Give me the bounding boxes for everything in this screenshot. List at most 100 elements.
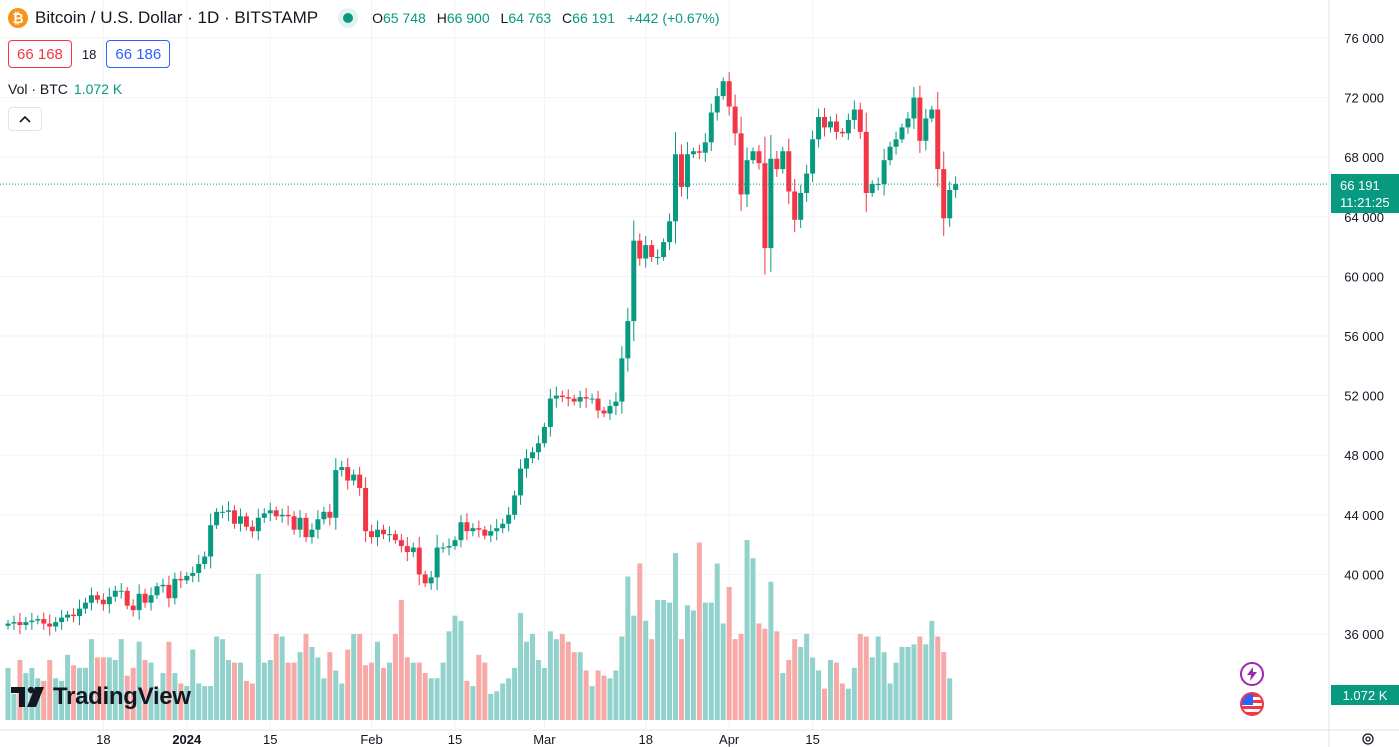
volume-bar [541,667,547,720]
candle-body [345,467,351,481]
candle [559,390,565,403]
candle [589,393,595,404]
volume-bar [255,573,261,720]
candle-body [643,245,649,259]
candle [184,572,190,585]
candle [41,612,47,630]
candle [196,554,202,582]
buy-price-button[interactable]: 66 186 [106,40,171,68]
candle-body [923,118,929,141]
volume-legend[interactable]: Vol · BTC 1.072 K [8,81,122,97]
candle-body [166,584,172,599]
candle-body [822,116,828,128]
candle-body [845,119,851,134]
candle [810,130,816,183]
volume-bar [899,646,905,720]
candle-body [637,240,643,259]
volume-bar [494,691,500,720]
candle-body [500,523,506,529]
collapse-legend-button[interactable] [8,107,42,131]
candle-body [118,590,124,592]
volume-bar [273,633,279,720]
volume-bar [643,620,649,720]
symbol-title[interactable]: Bitcoin / U.S. Dollar · 1D · BITSTAMP [35,8,319,27]
symbol-legend[interactable]: ₿ Bitcoin / U.S. Dollar · 1D · BITSTAMP … [8,8,720,28]
volume-bar [94,657,100,720]
market-open-status-icon[interactable] [338,8,359,28]
volume-bar [625,576,631,720]
candle-body [684,154,690,187]
candle [500,518,506,534]
volume-bar [655,600,661,720]
candle [667,213,673,251]
volume-bar [202,686,208,720]
tradingview-logo-text: TradingView [53,683,191,710]
volume-bar [428,678,434,720]
volume-bar [649,639,655,720]
candle [947,181,953,227]
lightning-icon[interactable] [1240,662,1264,686]
volume-bar [661,600,667,720]
volume-bar [124,675,130,720]
trade-buttons: 66 168 18 66 186 [8,40,171,68]
last-price-value: 66 191 [1340,177,1380,193]
volume-bar [893,662,899,720]
candle-body [780,151,786,170]
volume-bar [77,667,83,720]
candle [267,502,273,522]
volume-bar [470,686,476,720]
volume-tag: 1.072 K [1331,685,1399,705]
volume-value: 1.072 K [73,81,123,97]
candle-body [94,595,100,600]
volume-bar [398,600,404,720]
volume-bar [404,657,410,720]
open-value: 65 748 [382,10,426,26]
candle [547,388,553,437]
candle [756,144,762,170]
settings-gear-icon[interactable] [1360,731,1376,747]
candle [732,94,738,146]
volume-bar [631,615,637,720]
candle-body [136,593,142,611]
volume-bar [798,646,804,720]
volume-bar [887,683,893,720]
volume-bar [613,670,619,720]
tradingview-logo[interactable]: TradingView [11,683,191,711]
candle-body [899,127,905,140]
y-axis-tick-label: 40 000 [1344,567,1384,582]
volume-bar [452,615,458,720]
candle [881,148,887,196]
candle [88,587,94,611]
sell-price-button[interactable]: 66 168 [8,40,72,68]
candle-body [35,619,41,621]
candle-body [249,526,255,532]
us-flag-icon[interactable] [1240,692,1264,716]
candle-body [798,192,804,220]
candle-body [690,151,696,155]
candle-body [929,109,935,119]
candle-body [863,131,869,193]
volume-bar [512,667,518,720]
spread-value: 18 [81,46,97,62]
y-axis-tick-label: 76 000 [1344,31,1384,46]
candle [35,615,41,625]
candle [953,176,959,198]
candle [321,506,327,525]
candle [470,523,476,537]
candle [535,435,541,460]
candle [172,572,178,605]
candle [804,164,810,202]
candle-body [47,623,53,627]
y-axis-tick-label: 56 000 [1344,329,1384,344]
candle-body [786,151,792,192]
candle-body [881,160,887,185]
volume-bar [929,620,935,720]
volume-bar [774,631,780,720]
candle-body [363,487,369,532]
candle-body [71,614,77,617]
x-axis-tick-label: 15 [263,732,277,747]
candle-body [595,398,601,411]
volume-bar [684,605,690,720]
volume-bar [440,662,446,720]
